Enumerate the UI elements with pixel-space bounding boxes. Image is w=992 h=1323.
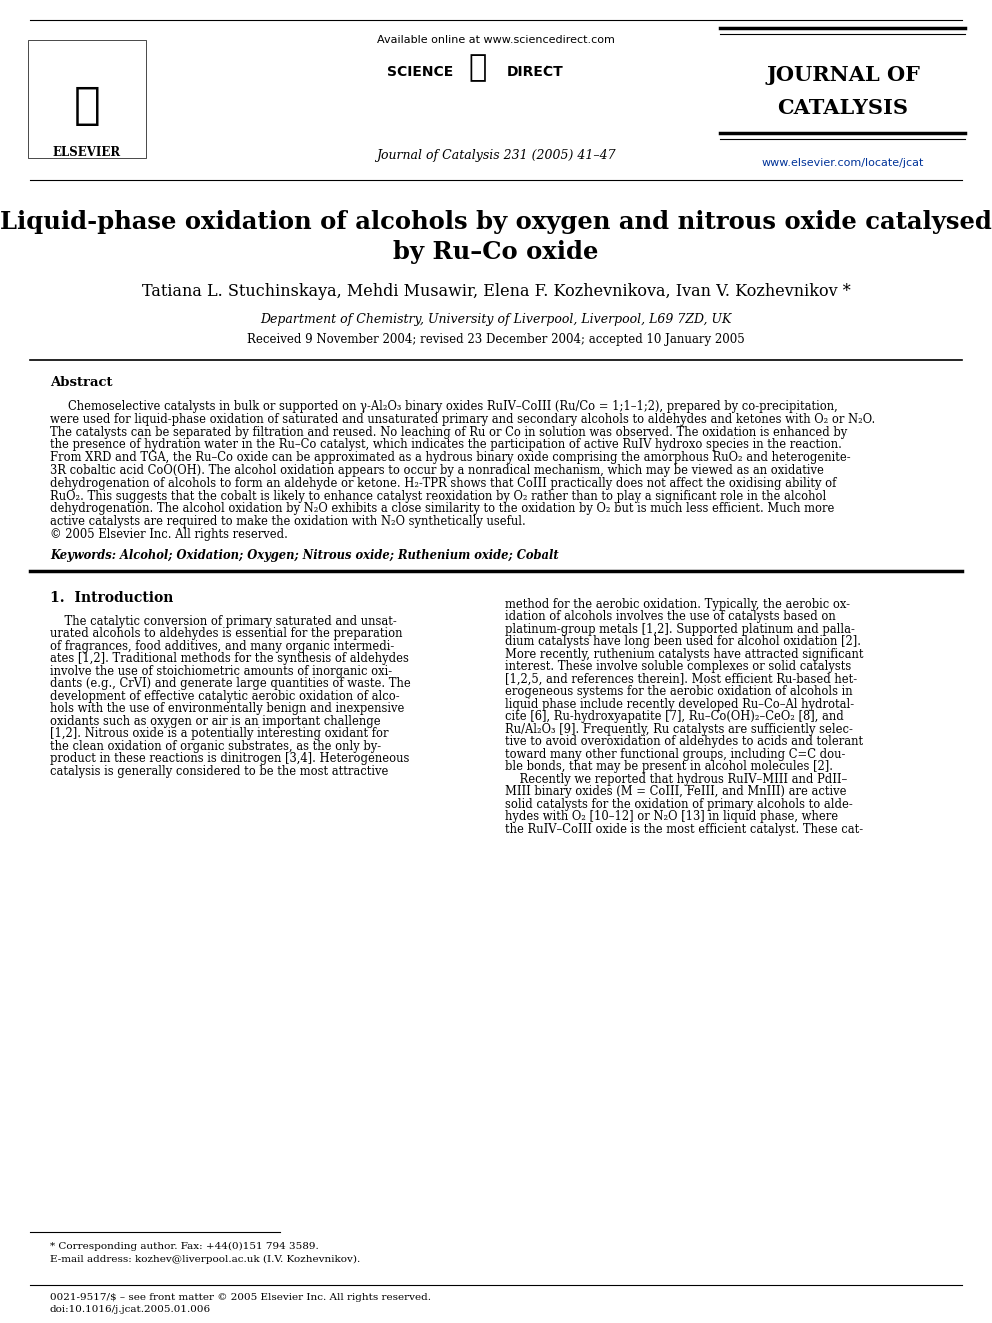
Text: platinum-group metals [1,2]. Supported platinum and palla-: platinum-group metals [1,2]. Supported p…: [505, 623, 855, 636]
Text: Ru/Al₂O₃ [9]. Frequently, Ru catalysts are sufficiently selec-: Ru/Al₂O₃ [9]. Frequently, Ru catalysts a…: [505, 722, 853, 736]
Text: Department of Chemistry, University of Liverpool, Liverpool, L69 7ZD, UK: Department of Chemistry, University of L…: [260, 314, 732, 327]
Text: SCIENCE: SCIENCE: [387, 65, 453, 79]
Text: ·: ·: [544, 58, 551, 78]
Text: MIII binary oxides (M = CoIII, FeIII, and MnIII) are active: MIII binary oxides (M = CoIII, FeIII, an…: [505, 786, 846, 798]
Text: doi:10.1016/j.jcat.2005.01.006: doi:10.1016/j.jcat.2005.01.006: [50, 1304, 211, 1314]
Text: Received 9 November 2004; revised 23 December 2004; accepted 10 January 2005: Received 9 November 2004; revised 23 Dec…: [247, 333, 745, 347]
Text: dium catalysts have long been used for alcohol oxidation [2].: dium catalysts have long been used for a…: [505, 635, 861, 648]
Text: idation of alcohols involves the use of catalysts based on: idation of alcohols involves the use of …: [505, 610, 835, 623]
Text: Recently we reported that hydrous RuIV–MIII and PdII–: Recently we reported that hydrous RuIV–M…: [505, 773, 847, 786]
Text: method for the aerobic oxidation. Typically, the aerobic ox-: method for the aerobic oxidation. Typica…: [505, 598, 850, 611]
Text: the presence of hydration water in the Ru–Co catalyst, which indicates the parti: the presence of hydration water in the R…: [50, 438, 842, 451]
Text: Liquid-phase oxidation of alcohols by oxygen and nitrous oxide catalysed: Liquid-phase oxidation of alcohols by ox…: [0, 210, 992, 234]
Text: www.elsevier.com/locate/jcat: www.elsevier.com/locate/jcat: [762, 157, 925, 168]
Text: ates [1,2]. Traditional methods for the synthesis of aldehydes: ates [1,2]. Traditional methods for the …: [50, 652, 409, 665]
Text: More recently, ruthenium catalysts have attracted significant: More recently, ruthenium catalysts have …: [505, 648, 863, 660]
Text: [1,2,5, and references therein]. Most efficient Ru-based het-: [1,2,5, and references therein]. Most ef…: [505, 673, 857, 685]
Text: 3R cobaltic acid CoO(OH). The alcohol oxidation appears to occur by a nonradical: 3R cobaltic acid CoO(OH). The alcohol ox…: [50, 464, 824, 478]
Text: tive to avoid overoxidation of aldehydes to acids and tolerant: tive to avoid overoxidation of aldehydes…: [505, 736, 863, 749]
Text: The catalysts can be separated by filtration and reused. No leaching of Ru or Co: The catalysts can be separated by filtra…: [50, 426, 847, 439]
Text: JOURNAL OF: JOURNAL OF: [766, 65, 920, 85]
Text: hols with the use of environmentally benign and inexpensive: hols with the use of environmentally ben…: [50, 703, 405, 716]
Text: toward many other functional groups, including C=C dou-: toward many other functional groups, inc…: [505, 747, 845, 761]
Text: dants (e.g., CrVI) and generate large quantities of waste. The: dants (e.g., CrVI) and generate large qu…: [50, 677, 411, 691]
Text: active catalysts are required to make the oxidation with N₂O synthetically usefu: active catalysts are required to make th…: [50, 515, 526, 528]
Text: dehydrogenation. The alcohol oxidation by N₂O exhibits a close similarity to the: dehydrogenation. The alcohol oxidation b…: [50, 503, 834, 516]
Text: 0021-9517/$ – see front matter © 2005 Elsevier Inc. All rights reserved.: 0021-9517/$ – see front matter © 2005 El…: [50, 1293, 431, 1302]
Text: dehydrogenation of alcohols to form an aldehyde or ketone. H₂-TPR shows that CoI: dehydrogenation of alcohols to form an a…: [50, 476, 836, 490]
Text: Keywords: Alcohol; Oxidation; Oxygen; Nitrous oxide; Ruthenium oxide; Cobalt: Keywords: Alcohol; Oxidation; Oxygen; Ni…: [50, 549, 558, 562]
Text: ELSEVIER: ELSEVIER: [53, 146, 121, 159]
Text: of fragrances, food additives, and many organic intermedi-: of fragrances, food additives, and many …: [50, 640, 394, 652]
Text: were used for liquid-phase oxidation of saturated and unsaturated primary and se: were used for liquid-phase oxidation of …: [50, 413, 875, 426]
Text: the RuIV–CoIII oxide is the most efficient catalyst. These cat-: the RuIV–CoIII oxide is the most efficie…: [505, 823, 863, 836]
Text: 1.  Introduction: 1. Introduction: [50, 591, 174, 605]
Text: urated alcohols to aldehydes is essential for the preparation: urated alcohols to aldehydes is essentia…: [50, 627, 403, 640]
Text: Chemoselective catalysts in bulk or supported on γ-Al₂O₃ binary oxides RuIV–CoII: Chemoselective catalysts in bulk or supp…: [68, 400, 838, 413]
Text: Available online at www.sciencedirect.com: Available online at www.sciencedirect.co…: [377, 34, 615, 45]
Text: E-mail address: kozhev@liverpool.ac.uk (I.V. Kozhevnikov).: E-mail address: kozhev@liverpool.ac.uk (…: [50, 1256, 360, 1263]
Text: © 2005 Elsevier Inc. All rights reserved.: © 2005 Elsevier Inc. All rights reserved…: [50, 528, 288, 541]
Text: From XRD and TGA, the Ru–Co oxide can be approximated as a hydrous binary oxide : From XRD and TGA, the Ru–Co oxide can be…: [50, 451, 850, 464]
Text: * Corresponding author. Fax: +44(0)151 794 3589.: * Corresponding author. Fax: +44(0)151 7…: [50, 1242, 318, 1252]
Text: liquid phase include recently developed Ru–Co–Al hydrotal-: liquid phase include recently developed …: [505, 697, 854, 710]
Text: interest. These involve soluble complexes or solid catalysts: interest. These involve soluble complexe…: [505, 660, 851, 673]
Text: product in these reactions is dinitrogen [3,4]. Heterogeneous: product in these reactions is dinitrogen…: [50, 753, 410, 765]
Text: RuO₂. This suggests that the cobalt is likely to enhance catalyst reoxidation by: RuO₂. This suggests that the cobalt is l…: [50, 490, 826, 503]
Text: Tatiana L. Stuchinskaya, Mehdi Musawir, Elena F. Kozhevnikova, Ivan V. Kozhevnik: Tatiana L. Stuchinskaya, Mehdi Musawir, …: [142, 283, 850, 300]
Text: cite [6], Ru-hydroxyapatite [7], Ru–Co(OH)₂–CeO₂ [8], and: cite [6], Ru-hydroxyapatite [7], Ru–Co(O…: [505, 710, 844, 724]
Bar: [28, 40, 146, 157]
Text: the clean oxidation of organic substrates, as the only by-: the clean oxidation of organic substrate…: [50, 740, 381, 753]
Text: The catalytic conversion of primary saturated and unsat-: The catalytic conversion of primary satu…: [50, 615, 397, 628]
Text: development of effective catalytic aerobic oxidation of alco-: development of effective catalytic aerob…: [50, 689, 400, 703]
Text: [1,2]. Nitrous oxide is a potentially interesting oxidant for: [1,2]. Nitrous oxide is a potentially in…: [50, 728, 389, 741]
Text: ble bonds, that may be present in alcohol molecules [2].: ble bonds, that may be present in alcoho…: [505, 761, 833, 774]
Text: CATALYSIS: CATALYSIS: [778, 98, 909, 118]
Text: Abstract: Abstract: [50, 377, 112, 389]
Text: oxidants such as oxygen or air is an important challenge: oxidants such as oxygen or air is an imp…: [50, 714, 381, 728]
Text: erogeneous systems for the aerobic oxidation of alcohols in: erogeneous systems for the aerobic oxida…: [505, 685, 853, 699]
Text: solid catalysts for the oxidation of primary alcohols to alde-: solid catalysts for the oxidation of pri…: [505, 798, 853, 811]
Text: 🌳: 🌳: [73, 83, 100, 127]
Text: Journal of Catalysis 231 (2005) 41–47: Journal of Catalysis 231 (2005) 41–47: [376, 148, 616, 161]
Text: DIRECT: DIRECT: [507, 65, 563, 79]
Text: hydes with O₂ [10–12] or N₂O [13] in liquid phase, where: hydes with O₂ [10–12] or N₂O [13] in liq…: [505, 810, 838, 823]
Text: involve the use of stoichiometric amounts of inorganic oxi-: involve the use of stoichiometric amount…: [50, 664, 392, 677]
Text: by Ru–Co oxide: by Ru–Co oxide: [393, 239, 599, 265]
Text: catalysis is generally considered to be the most attractive: catalysis is generally considered to be …: [50, 765, 389, 778]
Text: ⓓ: ⓓ: [469, 53, 487, 82]
